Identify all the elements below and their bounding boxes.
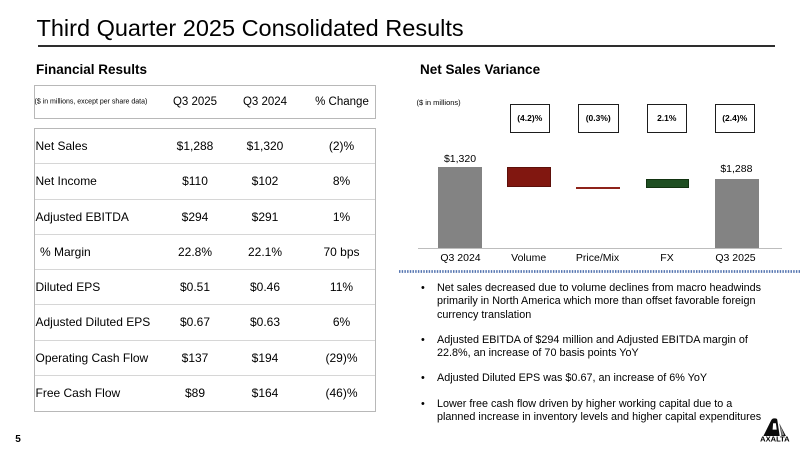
svg-text:AXALTA: AXALTA xyxy=(760,436,789,443)
